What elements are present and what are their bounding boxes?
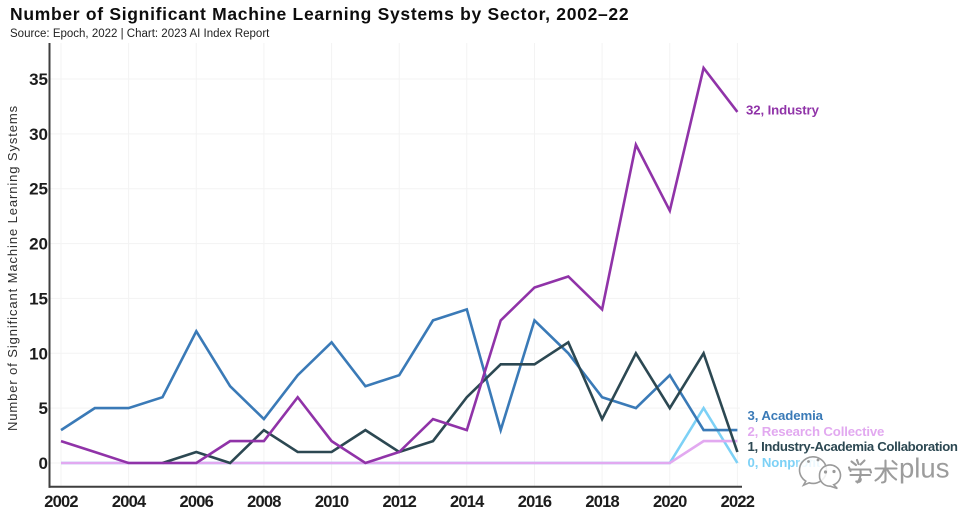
svg-text:2018: 2018 — [585, 493, 619, 511]
svg-text:2022: 2022 — [721, 493, 755, 511]
svg-text:35: 35 — [29, 70, 48, 89]
svg-text:30: 30 — [29, 125, 48, 144]
svg-text:2012: 2012 — [382, 493, 416, 511]
svg-text:plus: plus — [899, 453, 949, 484]
svg-text:25: 25 — [29, 180, 48, 199]
svg-text:2014: 2014 — [450, 493, 485, 511]
svg-text:15: 15 — [29, 289, 48, 308]
svg-text:2, Research Collective: 2, Research Collective — [748, 424, 885, 439]
svg-text:10: 10 — [29, 344, 48, 363]
svg-text:2010: 2010 — [315, 493, 349, 511]
svg-text:2008: 2008 — [247, 493, 281, 511]
svg-text:2004: 2004 — [112, 493, 147, 511]
svg-text:0: 0 — [39, 454, 48, 473]
svg-text:Number of Significant Machine: Number of Significant Machine Learning S… — [10, 4, 629, 24]
svg-text:2002: 2002 — [44, 493, 78, 511]
svg-text:Source: Epoch, 2022 | Chart: 2: Source: Epoch, 2022 | Chart: 2023 AI Ind… — [10, 28, 270, 40]
svg-text:2020: 2020 — [653, 493, 687, 511]
svg-text:32, Industry: 32, Industry — [746, 103, 820, 118]
svg-text:20: 20 — [29, 235, 48, 254]
svg-text:5: 5 — [39, 399, 48, 418]
svg-text:3, Academia: 3, Academia — [748, 408, 824, 423]
svg-text:2006: 2006 — [180, 493, 214, 511]
svg-text:1, Industry-Academia Collabora: 1, Industry-Academia Collaboration — [748, 439, 958, 454]
svg-text:2016: 2016 — [518, 493, 552, 511]
svg-text:Number of Significant Machine: Number of Significant Machine Learning S… — [5, 105, 20, 431]
